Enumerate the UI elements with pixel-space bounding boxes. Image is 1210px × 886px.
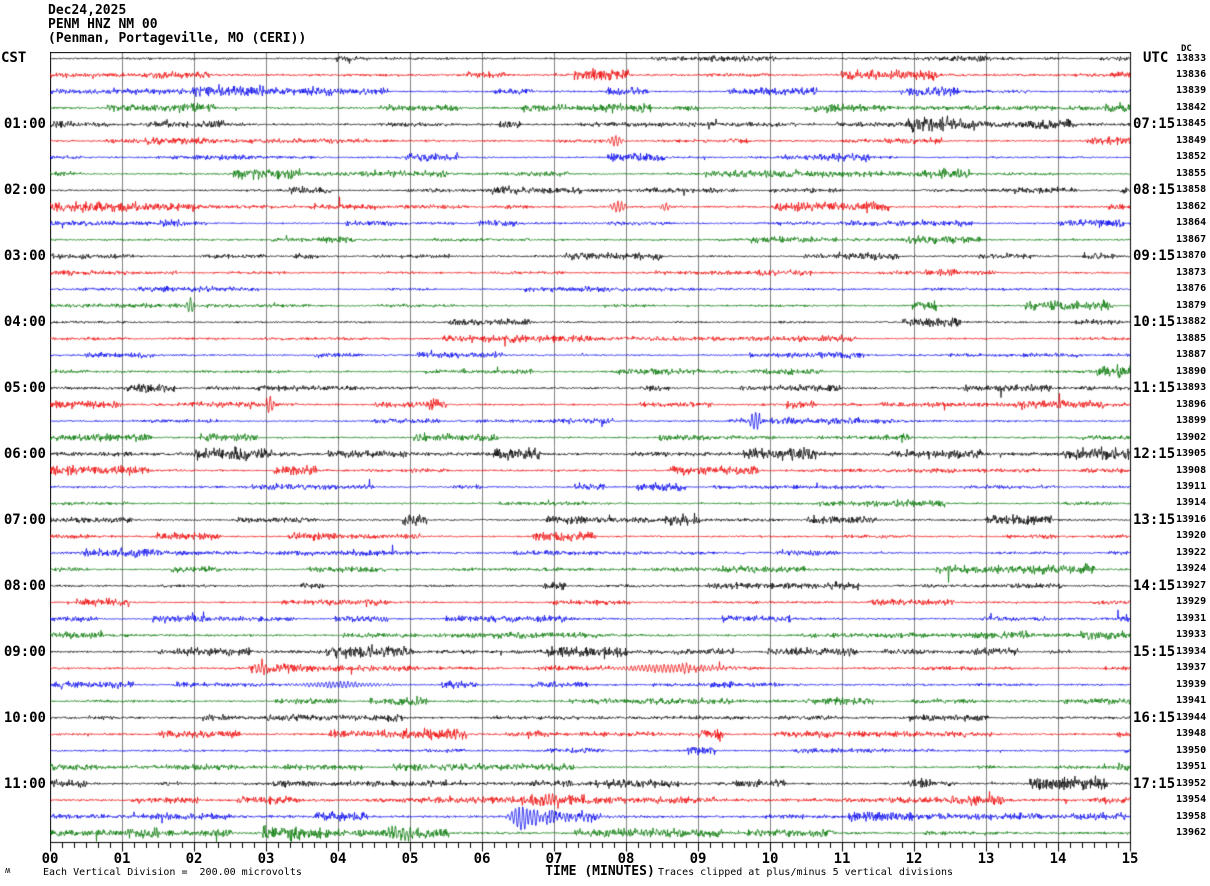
dc-value: 13914 xyxy=(1176,497,1207,509)
dc-value: 13916 xyxy=(1176,513,1207,525)
title-location: (Penman, Portageville, MO (CERI)) xyxy=(48,31,307,46)
utc-hour-label: 17:15 xyxy=(1133,775,1176,792)
minute-tick-label: 00 xyxy=(41,851,59,867)
dc-value: 13924 xyxy=(1176,563,1207,575)
dc-value: 13937 xyxy=(1176,662,1207,674)
dc-value: 13908 xyxy=(1176,464,1207,476)
utc-header: UTC xyxy=(1143,50,1169,66)
corner-glyph: ʍ xyxy=(5,866,11,876)
dc-value: 13852 xyxy=(1176,151,1207,163)
minute-tick-label: 02 xyxy=(185,851,203,867)
utc-hour-label: 11:15 xyxy=(1133,380,1176,397)
dc-column-header: DC xyxy=(1181,44,1192,54)
dc-value: 13931 xyxy=(1176,612,1207,624)
cst-hour-label: 02:00 xyxy=(3,182,46,199)
utc-hour-label: 16:15 xyxy=(1133,709,1176,726)
utc-hour-label: 12:15 xyxy=(1133,446,1176,463)
minute-tick-label: 14 xyxy=(1049,851,1067,867)
dc-value: 13833 xyxy=(1176,52,1207,64)
dc-value: 13876 xyxy=(1176,283,1207,295)
cst-hour-label: 01:00 xyxy=(3,116,46,133)
dc-value: 13879 xyxy=(1176,299,1207,311)
dc-value: 13849 xyxy=(1176,134,1207,146)
dc-value: 13858 xyxy=(1176,184,1207,196)
dc-value: 13839 xyxy=(1176,85,1207,97)
dc-value: 13836 xyxy=(1176,68,1207,80)
title-date: Dec24,2025 xyxy=(48,3,127,18)
minute-tick-label: 03 xyxy=(257,851,275,867)
minute-tick-label: 06 xyxy=(473,851,491,867)
dc-value: 13952 xyxy=(1176,777,1207,789)
dc-value: 13944 xyxy=(1176,711,1207,723)
minute-tick-label: 15 xyxy=(1121,851,1139,867)
dc-value: 13896 xyxy=(1176,398,1207,410)
dc-value: 13929 xyxy=(1176,596,1207,608)
cst-hour-label: 09:00 xyxy=(3,643,46,660)
footer-clip-note: Traces clipped at plus/minus 5 vertical … xyxy=(658,867,954,878)
dc-value: 13882 xyxy=(1176,316,1207,328)
minute-tick-label: 08 xyxy=(617,851,635,867)
x-axis-title: TIME (MINUTES) xyxy=(545,864,655,879)
cst-header: CST xyxy=(1,50,27,66)
dc-value: 13845 xyxy=(1176,118,1207,130)
footer-scale-note: Each Vertical Division = 200.00 microvol… xyxy=(43,867,302,878)
dc-value: 13911 xyxy=(1176,480,1207,492)
cst-hour-label: 08:00 xyxy=(3,577,46,594)
utc-hour-label: 15:15 xyxy=(1133,643,1176,660)
dc-value: 13933 xyxy=(1176,629,1207,641)
minute-tick-label: 07 xyxy=(545,851,563,867)
dc-value: 13885 xyxy=(1176,332,1207,344)
utc-hour-label: 07:15 xyxy=(1133,116,1176,133)
cst-hour-label: 05:00 xyxy=(3,380,46,397)
cst-hour-label: 06:00 xyxy=(3,446,46,463)
dc-value: 13899 xyxy=(1176,415,1207,427)
minute-tick-label: 12 xyxy=(905,851,923,867)
dc-value: 13890 xyxy=(1176,365,1207,377)
dc-value: 13948 xyxy=(1176,728,1207,740)
dc-value: 13954 xyxy=(1176,794,1207,806)
dc-value: 13920 xyxy=(1176,530,1207,542)
dc-value: 13902 xyxy=(1176,431,1207,443)
utc-hour-label: 13:15 xyxy=(1133,511,1176,528)
minute-tick-label: 11 xyxy=(833,851,851,867)
utc-hour-label: 14:15 xyxy=(1133,577,1176,594)
cst-hour-label: 10:00 xyxy=(3,709,46,726)
dc-value: 13893 xyxy=(1176,382,1207,394)
minute-tick-label: 09 xyxy=(689,851,707,867)
minute-tick-label: 01 xyxy=(113,851,131,867)
minute-tick-label: 04 xyxy=(329,851,347,867)
dc-value: 13934 xyxy=(1176,645,1207,657)
dc-value: 13864 xyxy=(1176,217,1207,229)
cst-hour-label: 07:00 xyxy=(3,511,46,528)
utc-hour-label: 09:15 xyxy=(1133,248,1176,265)
utc-hour-label: 08:15 xyxy=(1133,182,1176,199)
dc-value: 13870 xyxy=(1176,250,1207,262)
minute-tick-label: 10 xyxy=(761,851,779,867)
cst-hour-label: 03:00 xyxy=(3,248,46,265)
dc-value: 13922 xyxy=(1176,546,1207,558)
dc-value: 13962 xyxy=(1176,827,1207,839)
dc-value: 13842 xyxy=(1176,101,1207,113)
cst-hour-label: 11:00 xyxy=(3,775,46,792)
dc-value: 13873 xyxy=(1176,266,1207,278)
dc-value: 13862 xyxy=(1176,200,1207,212)
dc-value: 13958 xyxy=(1176,810,1207,822)
dc-value: 13951 xyxy=(1176,761,1207,773)
dc-value: 13855 xyxy=(1176,167,1207,179)
dc-value: 13950 xyxy=(1176,744,1207,756)
dc-value: 13887 xyxy=(1176,349,1207,361)
utc-hour-label: 10:15 xyxy=(1133,314,1176,331)
dc-value: 13867 xyxy=(1176,233,1207,245)
minute-tick-label: 13 xyxy=(977,851,995,867)
dc-value: 13927 xyxy=(1176,579,1207,591)
dc-value: 13905 xyxy=(1176,448,1207,460)
minute-tick-label: 05 xyxy=(401,851,419,867)
dc-value: 13939 xyxy=(1176,678,1207,690)
seismogram-canvas xyxy=(50,52,1132,864)
cst-hour-label: 04:00 xyxy=(3,314,46,331)
dc-value: 13941 xyxy=(1176,695,1207,707)
title-station: PENM HNZ NM 00 xyxy=(48,17,158,32)
